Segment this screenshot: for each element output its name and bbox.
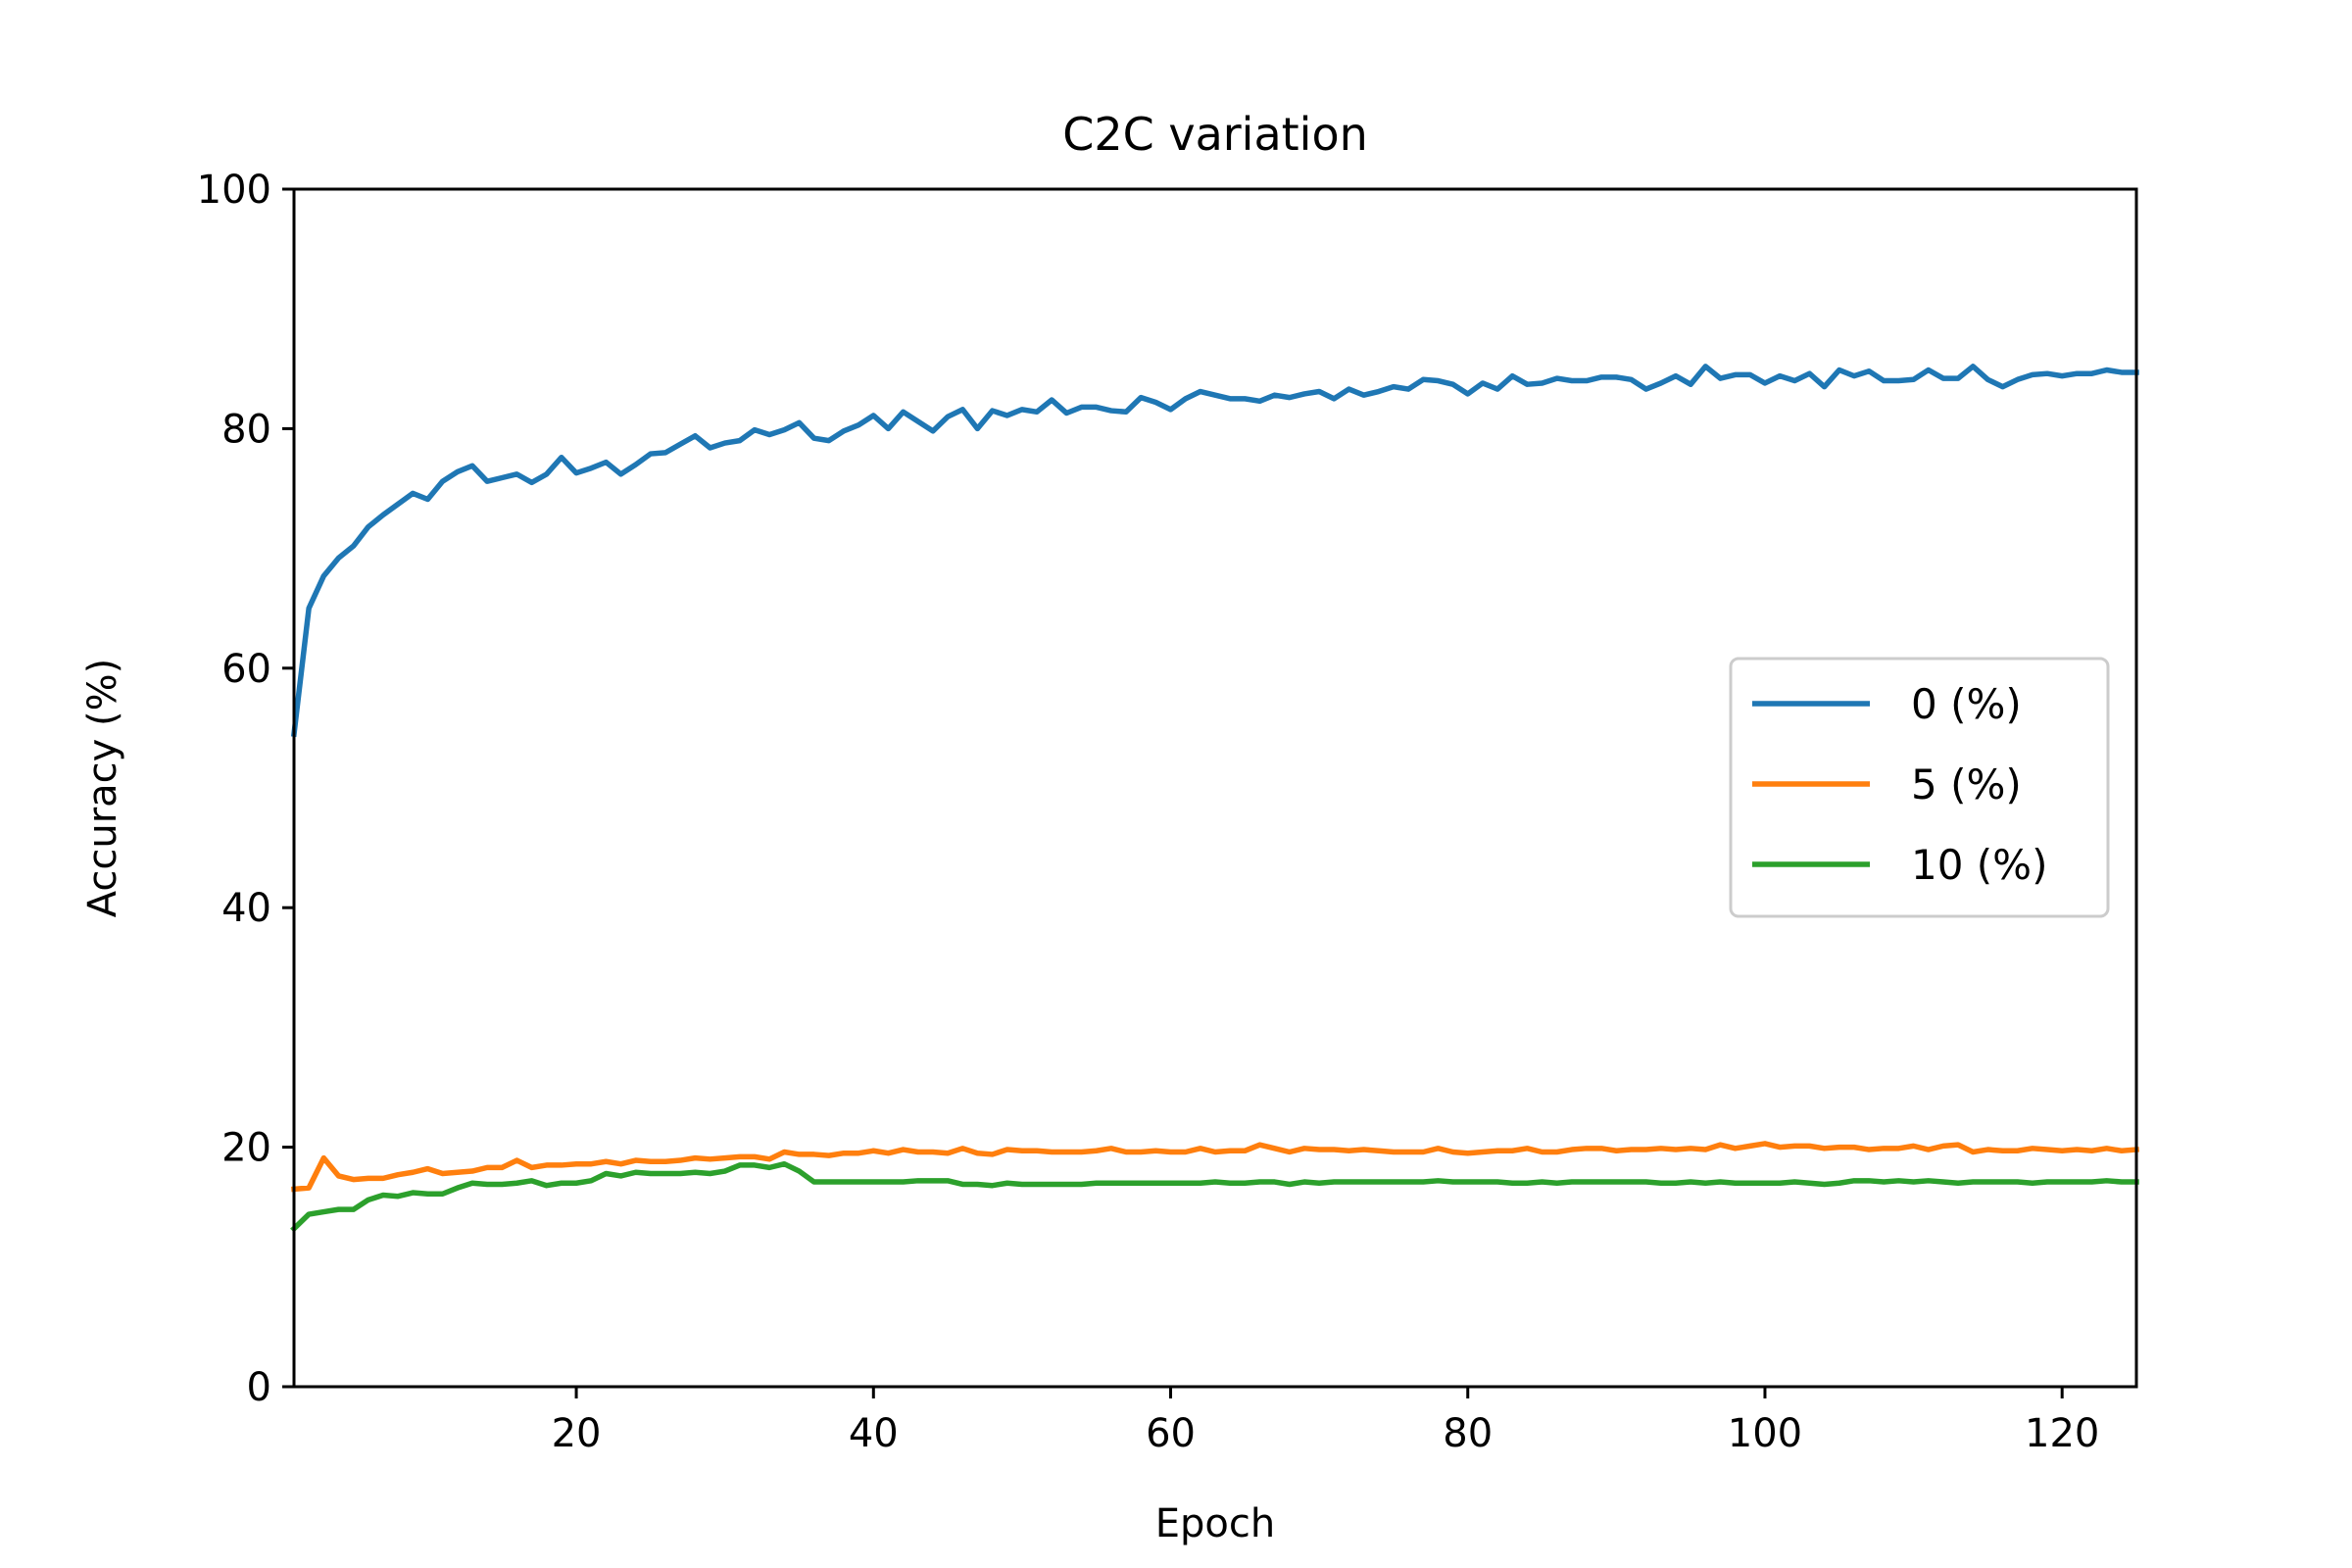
x-tick-label: 120	[2025, 1411, 2099, 1456]
legend-box	[1729, 657, 2110, 918]
y-tick-label: 20	[221, 1126, 271, 1171]
series-line-0	[290, 364, 2139, 738]
x-tick-label: 20	[552, 1411, 602, 1456]
y-tick-label: 0	[247, 1365, 271, 1410]
legend-label-1: 5 (%)	[1911, 760, 2022, 808]
y-axis-label: Accuracy (%)	[80, 659, 125, 918]
x-tick-label: 100	[1728, 1411, 1802, 1456]
plot-area-frame	[292, 187, 2138, 1389]
y-tick-label: 60	[221, 647, 271, 692]
x-axis: 20 40 60 80 100 120	[552, 1387, 2099, 1456]
x-tick-label: 40	[849, 1411, 899, 1456]
series-line-1	[291, 1141, 2139, 1193]
series-line-2	[290, 1160, 2139, 1233]
x-axis-label: Epoch	[1155, 1501, 1275, 1546]
y-tick-label: 40	[221, 886, 271, 931]
y-axis: 0 20 40 60 80 100	[197, 168, 294, 1410]
legend-label-0: 0 (%)	[1911, 680, 2022, 728]
y-tick-label: 80	[221, 407, 271, 452]
legend: 0 (%) 5 (%) 10 (%)	[1729, 657, 2110, 918]
x-tick-label: 60	[1146, 1411, 1196, 1456]
series-layer	[290, 364, 2139, 1233]
x-tick-label: 80	[1443, 1411, 1493, 1456]
chart-title: C2C variation	[1062, 108, 1368, 161]
legend-label-2: 10 (%)	[1911, 841, 2047, 889]
y-tick-label: 100	[197, 168, 271, 213]
